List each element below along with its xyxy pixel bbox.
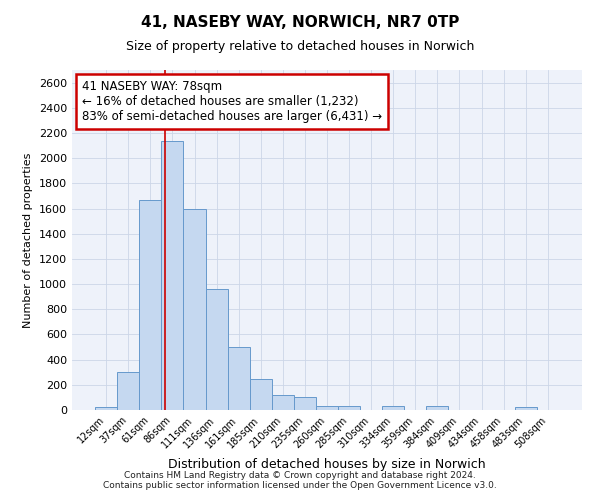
Bar — [338, 406, 360, 410]
Bar — [294, 398, 316, 410]
Text: Size of property relative to detached houses in Norwich: Size of property relative to detached ho… — [126, 40, 474, 53]
X-axis label: Distribution of detached houses by size in Norwich: Distribution of detached houses by size … — [168, 458, 486, 471]
Bar — [515, 408, 537, 410]
Bar — [95, 407, 117, 410]
Bar — [227, 347, 250, 410]
Y-axis label: Number of detached properties: Number of detached properties — [23, 152, 34, 328]
Bar — [184, 208, 206, 410]
Bar — [427, 406, 448, 410]
Bar — [272, 395, 294, 410]
Bar — [139, 200, 161, 410]
Bar — [117, 372, 139, 410]
Text: 41, NASEBY WAY, NORWICH, NR7 0TP: 41, NASEBY WAY, NORWICH, NR7 0TP — [141, 15, 459, 30]
Bar — [316, 406, 338, 410]
Text: Contains HM Land Registry data © Crown copyright and database right 2024.
Contai: Contains HM Land Registry data © Crown c… — [103, 470, 497, 490]
Bar — [206, 289, 227, 410]
Text: 41 NASEBY WAY: 78sqm
← 16% of detached houses are smaller (1,232)
83% of semi-de: 41 NASEBY WAY: 78sqm ← 16% of detached h… — [82, 80, 382, 123]
Bar — [382, 406, 404, 410]
Bar — [161, 140, 184, 410]
Bar — [250, 378, 272, 410]
